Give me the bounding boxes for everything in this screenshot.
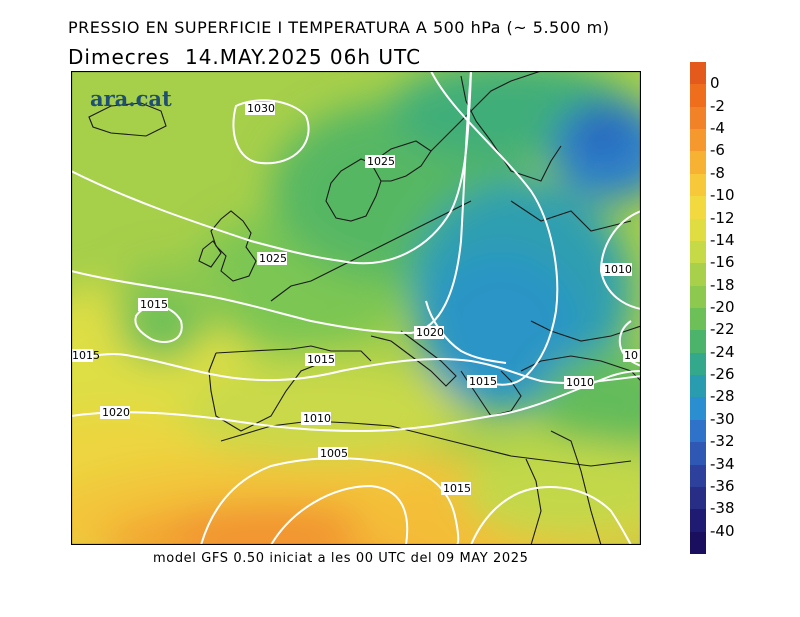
colorbar-tick-label: -32 xyxy=(710,432,735,451)
colorbar-swatch xyxy=(690,196,706,220)
model-run-caption: model GFS 0.50 iniciat a les 00 UTC del … xyxy=(153,551,529,566)
isobar-label: 1025 xyxy=(259,252,287,265)
colorbar-swatch xyxy=(690,106,706,130)
colorbar-tick-label: -20 xyxy=(710,298,735,316)
isobar-label: 10 xyxy=(624,349,638,362)
colorbar-swatch xyxy=(690,375,706,398)
isobar-label: 1010 xyxy=(566,376,594,389)
colorbar-swatch xyxy=(690,84,706,108)
isobar-label: 1015 xyxy=(469,375,497,388)
colorbar-swatch xyxy=(690,285,706,309)
colorbar-swatch xyxy=(690,419,706,443)
colorbar-tick-label: -10 xyxy=(710,186,735,205)
colorbar-swatch xyxy=(690,330,706,354)
isobar-label: 1030 xyxy=(247,102,275,115)
colorbar-tick-label: -22 xyxy=(710,320,735,339)
colorbar-swatch xyxy=(690,129,706,152)
colorbar-tick-label: -38 xyxy=(710,499,735,518)
colorbar-swatch xyxy=(690,218,706,242)
isobar-label: 1015 xyxy=(307,353,335,366)
temperature-colorbar xyxy=(690,62,706,555)
colorbar-tick-label: -16 xyxy=(710,253,735,272)
colorbar-tick-label: -28 xyxy=(710,387,735,406)
colorbar-swatch xyxy=(690,442,706,466)
colorbar-tick-label: -4 xyxy=(710,119,725,138)
colorbar-swatch xyxy=(690,486,706,510)
isobar-label: 1005 xyxy=(320,447,348,460)
colorbar-swatch xyxy=(690,173,706,197)
isobar-label: 1015 xyxy=(72,349,100,362)
colorbar-tick-label: -30 xyxy=(710,409,735,428)
colorbar-tick-label: 0 xyxy=(710,74,720,93)
colorbar-swatch xyxy=(690,240,706,264)
colorbar-swatch xyxy=(690,352,706,376)
colorbar-swatch xyxy=(690,62,706,85)
temperature-shading xyxy=(71,71,641,545)
colorbar-tick-label: -26 xyxy=(710,365,735,384)
colorbar-tick-label: -8 xyxy=(710,163,725,182)
ara-cat-logo: ara.cat xyxy=(90,86,172,111)
colorbar-swatch xyxy=(690,151,706,175)
map-date-line: Dimecres 14.MAY.2025 06h UTC xyxy=(68,45,422,69)
isobar-labels: 1030 1025 1025 1015 1020 1015 1015 1010 … xyxy=(71,102,641,495)
colorbar-tick-label: -2 xyxy=(710,96,725,115)
map-frame xyxy=(71,71,641,545)
colorbar-swatch xyxy=(690,531,706,555)
map-title: PRESSIO EN SUPERFICIE I TEMPERATURA A 50… xyxy=(68,18,610,37)
colorbar-swatch xyxy=(690,397,706,421)
isobar-label: 1015 xyxy=(140,298,168,311)
pressure-temperature-map: 1030 1025 1025 1015 1020 1015 1015 1010 … xyxy=(71,71,641,545)
isobar-label: 1015 xyxy=(443,482,471,495)
colorbar-tick-label: -36 xyxy=(710,476,735,495)
isobars xyxy=(71,71,641,545)
isobar-label: 1020 xyxy=(416,326,444,339)
colorbar-swatch xyxy=(690,263,706,287)
colorbar-tick-label: -12 xyxy=(710,208,735,227)
colorbar-swatch xyxy=(690,509,706,533)
colorbar-swatch xyxy=(690,464,706,488)
colorbar-tick-label: -18 xyxy=(710,275,735,294)
colorbar-tick-label: -34 xyxy=(710,454,735,473)
colorbar-tick-label: -6 xyxy=(710,141,725,160)
isobar-label: 1010 xyxy=(604,263,632,276)
colorbar-tick-label: -24 xyxy=(710,342,735,361)
colorbar-swatch xyxy=(690,308,706,331)
isobar-label: 1020 xyxy=(102,406,130,419)
colorbar-tick-label: -14 xyxy=(710,230,735,249)
isobar-label: 1010 xyxy=(303,412,331,425)
isobar-label: 1025 xyxy=(367,155,395,168)
colorbar-tick-label: -40 xyxy=(710,521,735,540)
